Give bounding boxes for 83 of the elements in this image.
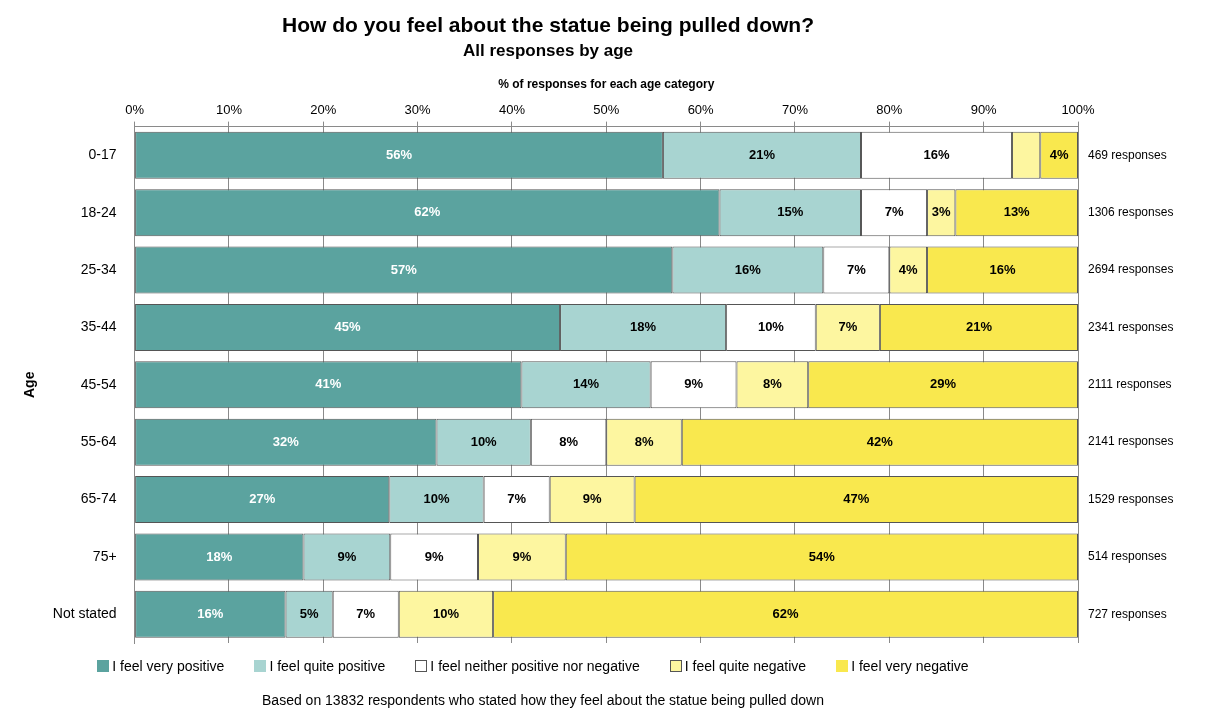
text: 727 responses	[1088, 606, 1167, 621]
y-tick-label: 35-44	[80, 318, 117, 335]
data-label: 7%	[884, 204, 904, 220]
data-label: 18%	[206, 548, 233, 564]
data-label: 18%	[630, 319, 657, 334]
y-tick-label: 75+	[92, 547, 117, 564]
data-label: 9%	[512, 548, 532, 564]
text: 469 responses	[1088, 147, 1167, 162]
x-tick-label: 30%	[404, 102, 432, 118]
legend-label: I feel very positive	[112, 658, 225, 674]
y-tick-label: 18-24	[80, 203, 117, 220]
data-label: 62%	[772, 605, 799, 621]
x-tick-label: 70%	[781, 102, 809, 118]
data-label: 13%	[1003, 204, 1031, 220]
data-label: 42%	[866, 433, 894, 449]
chart-title: How do you feel about the statue being pulled down?	[282, 13, 814, 37]
data-label: 16%	[197, 605, 224, 621]
data-label: 21%	[748, 146, 776, 162]
data-label: 15%	[777, 204, 804, 220]
data-label: 7%	[846, 261, 867, 277]
data-label: 10%	[470, 433, 498, 449]
data-label: 16%	[989, 261, 1016, 277]
data-label: 14%	[573, 376, 600, 392]
data-label: 7%	[838, 319, 858, 334]
text: 2341 responses	[1088, 319, 1174, 334]
data-label: 9%	[337, 548, 357, 564]
data-label: 16%	[734, 261, 762, 277]
data-label: 9%	[582, 491, 602, 507]
text: 1529 responses	[1088, 491, 1174, 506]
data-label: 7%	[507, 491, 527, 507]
y-tick-label: 25-34	[80, 260, 117, 277]
chart-subtitle: All responses by age	[462, 41, 634, 61]
data-label: 9%	[684, 376, 704, 392]
legend-label: I feel quite positive	[269, 658, 386, 674]
data-label: 4%	[898, 261, 919, 277]
data-label: 9%	[424, 548, 444, 564]
text: 2694 responses	[1088, 262, 1174, 277]
data-label: 10%	[757, 319, 785, 334]
data-label: 8%	[762, 376, 783, 392]
x-tick-label: 90%	[970, 102, 998, 118]
data-label: 29%	[930, 376, 957, 392]
text: 514 responses	[1088, 549, 1167, 564]
data-label: 4%	[1049, 146, 1069, 162]
data-label: 8%	[634, 433, 654, 449]
x-tick-label: 80%	[876, 102, 903, 118]
y-tick-label: 45-54	[80, 375, 117, 392]
x-tick-label: 10%	[215, 102, 243, 118]
y-axis-title: Age	[21, 371, 38, 399]
data-label: 16%	[923, 146, 950, 162]
y-tick-label: 65-74	[80, 490, 117, 507]
text: 2141 responses	[1088, 434, 1174, 449]
x-tick-label: 60%	[687, 102, 715, 118]
data-label: 45%	[334, 319, 362, 334]
legend-label: I feel very negative	[851, 658, 969, 674]
text: Based on 13832 respondents who stated how they feel about the statue being pulled down	[262, 691, 824, 708]
data-label: 57%	[390, 261, 418, 277]
text: 1306 responses	[1088, 204, 1174, 219]
y-tick-label: 0-17	[88, 146, 117, 163]
x-axis-title: % of responses for each age category	[498, 77, 715, 92]
data-label: 21%	[965, 319, 993, 334]
data-label: 47%	[843, 491, 870, 507]
data-label: 56%	[386, 146, 413, 162]
data-label: 41%	[315, 376, 342, 392]
legend-label: I feel quite negative	[684, 658, 807, 674]
data-label: 62%	[414, 204, 441, 220]
data-label: 32%	[272, 433, 300, 449]
data-label: 54%	[808, 548, 836, 564]
data-label: 8%	[559, 433, 579, 449]
data-label: 10%	[432, 605, 460, 621]
x-tick-label: 50%	[593, 102, 620, 118]
y-tick-label: 55-64	[80, 433, 117, 450]
data-label: 27%	[249, 491, 276, 507]
legend-label: I feel neither positive nor negative	[430, 658, 640, 674]
data-label: 3%	[931, 204, 952, 220]
data-label: 5%	[299, 605, 319, 621]
x-tick-label: 40%	[498, 102, 526, 118]
x-tick-label: 100%	[1061, 102, 1096, 118]
y-tick-label: Not stated	[52, 605, 117, 622]
data-label: 7%	[356, 605, 376, 621]
data-label: 10%	[423, 491, 450, 507]
x-tick-label: 0%	[125, 102, 145, 118]
x-tick-label: 20%	[310, 102, 337, 118]
text: 2111 responses	[1088, 377, 1172, 392]
